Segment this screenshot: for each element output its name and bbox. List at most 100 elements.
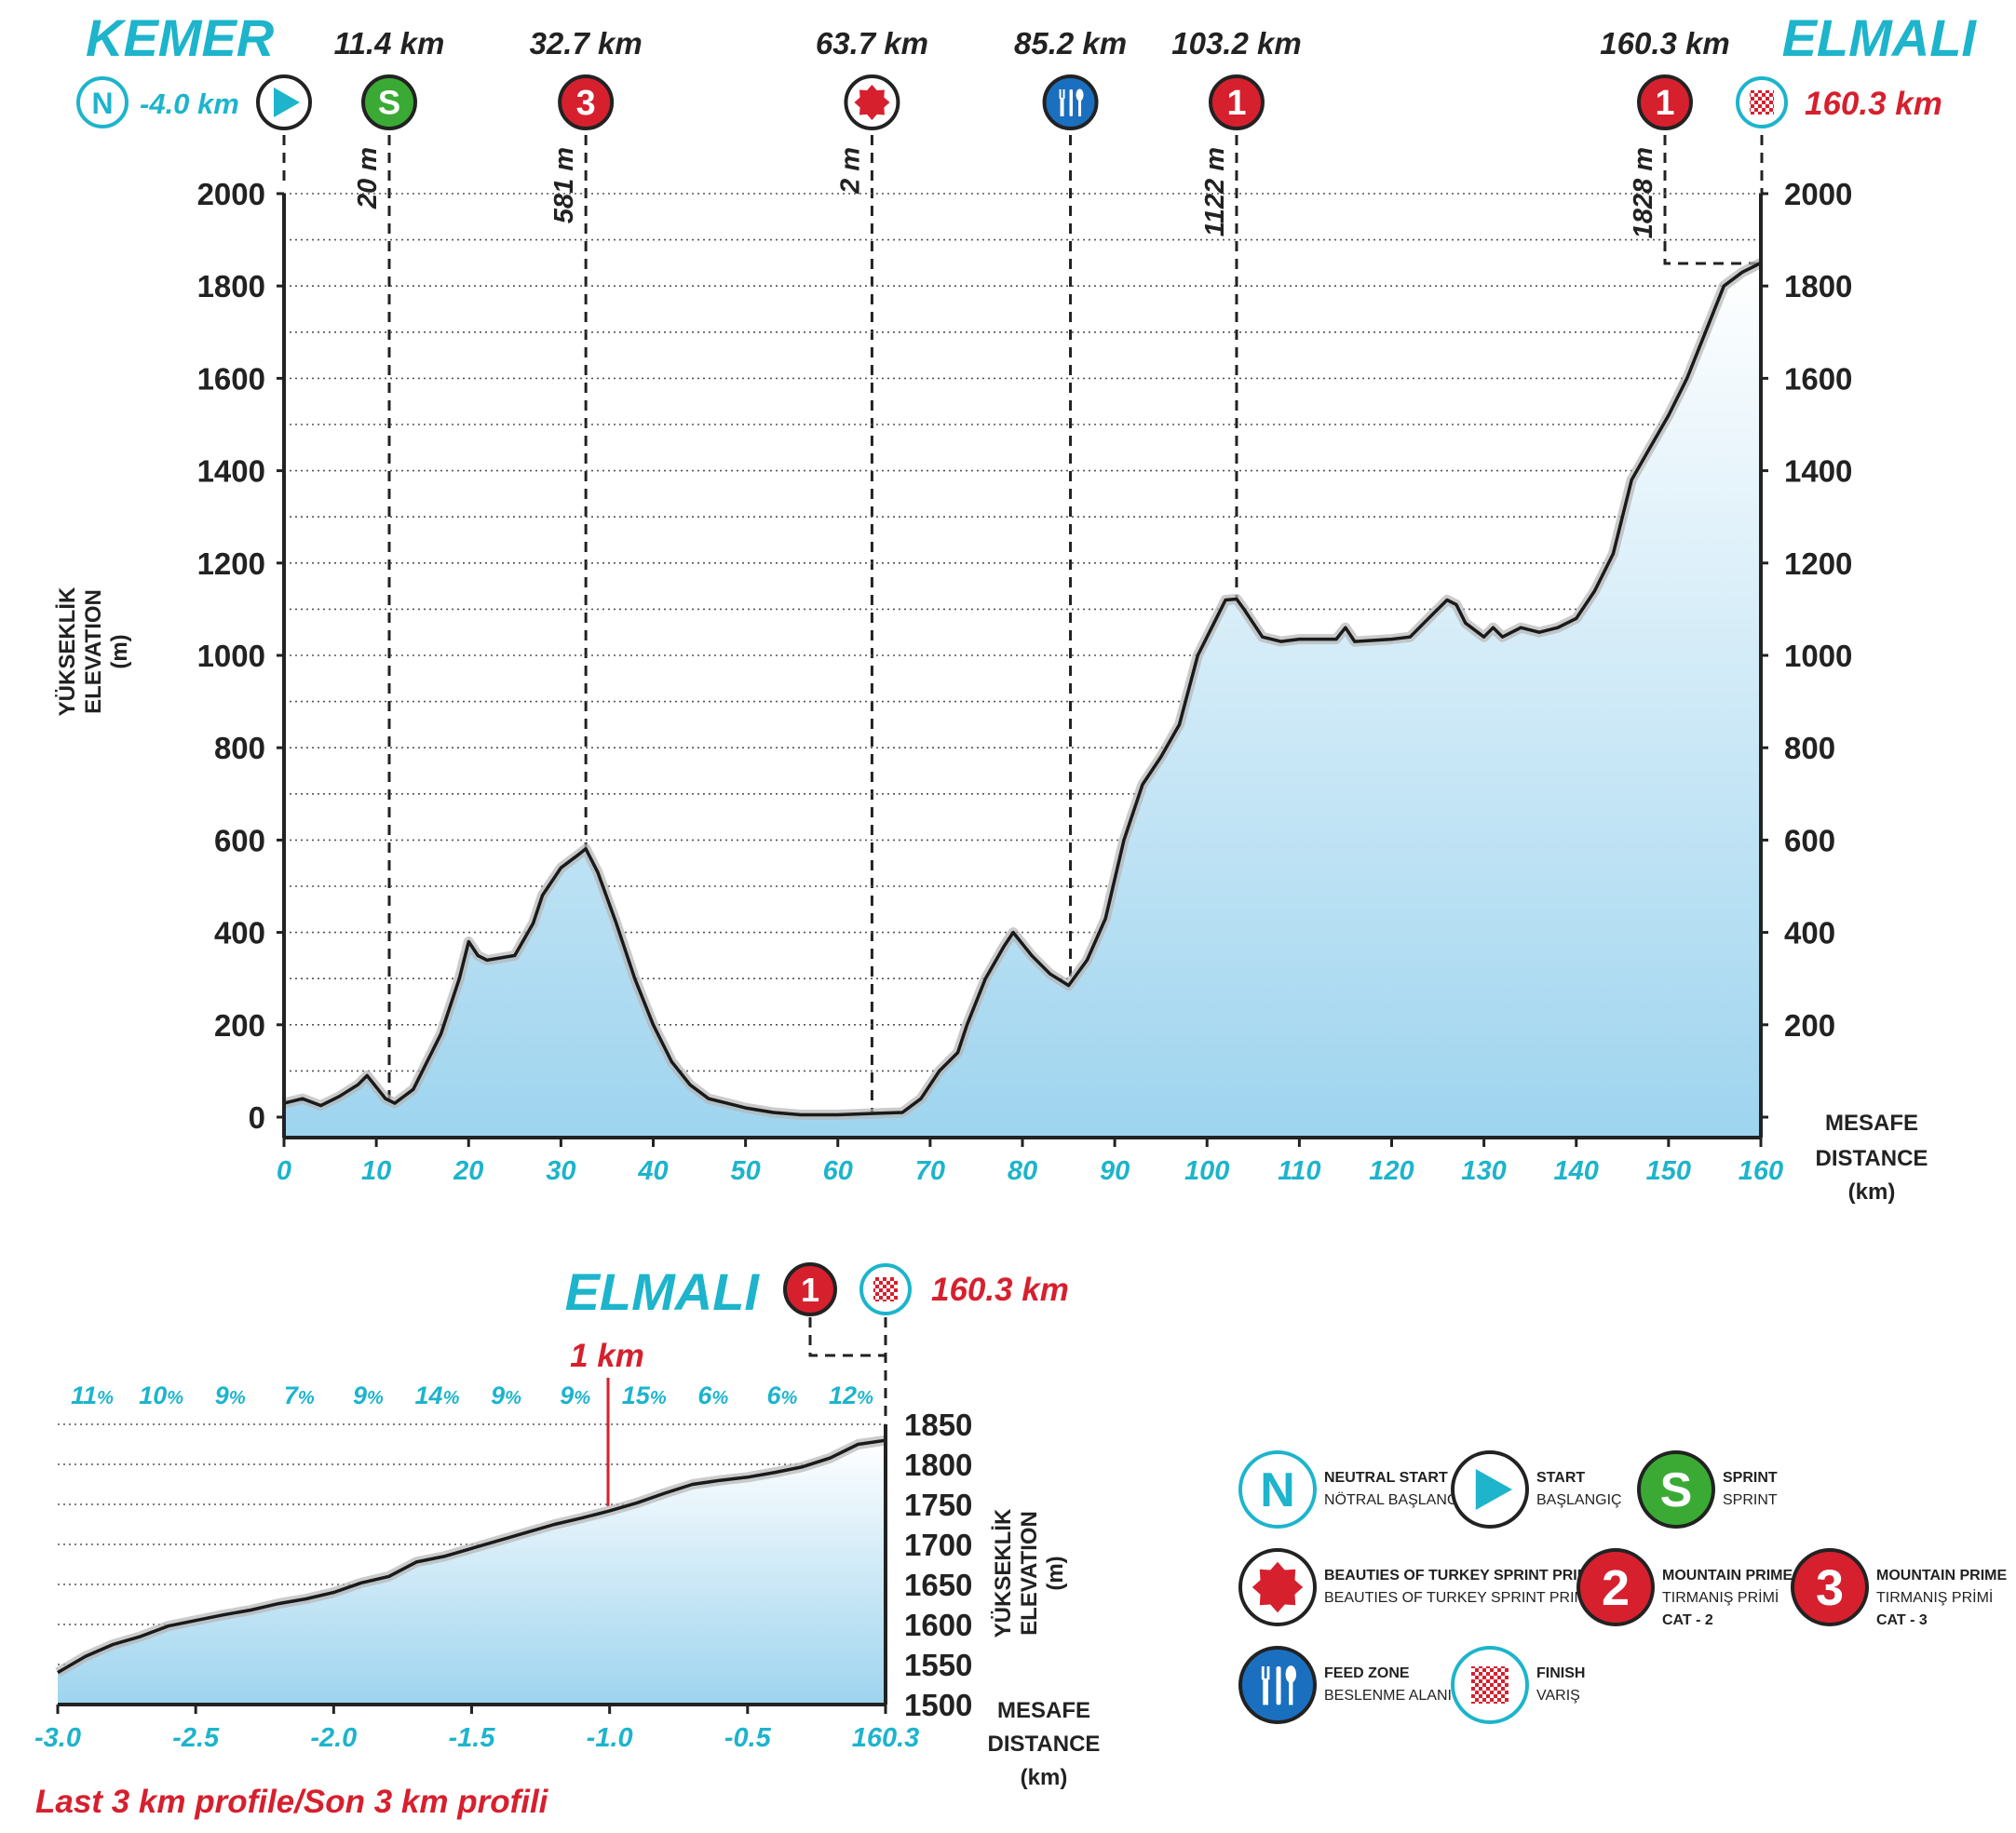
- x-tick-label: 50: [730, 1156, 760, 1186]
- svg-text:1: 1: [1226, 84, 1246, 123]
- point-km-label: 85.2 km: [1014, 26, 1127, 61]
- neutral-start-icon: N: [76, 76, 129, 128]
- legend-subtitle: SPRINT: [1723, 1492, 1778, 1508]
- gradient-pct-label: 9%: [215, 1381, 246, 1409]
- legend-category: CAT - 2: [1662, 1612, 1713, 1628]
- svg-text:3: 3: [576, 84, 596, 123]
- svg-text:DISTANCE: DISTANCE: [1816, 1146, 1928, 1171]
- y-tick-label-left: 200: [214, 1008, 265, 1043]
- last3-y-tick-label: 1700: [904, 1528, 972, 1562]
- legend-title: MOUNTAIN PRIME: [1662, 1568, 1793, 1584]
- last3-x-axis-title: MESAFE DISTANCE (km): [988, 1698, 1101, 1790]
- last3-y-tick-label: 1500: [904, 1688, 972, 1722]
- svg-text:MESAFE: MESAFE: [997, 1698, 1090, 1723]
- feed-zone-icon: [1238, 1646, 1317, 1724]
- y-tick-label-right: 400: [1784, 916, 1835, 950]
- svg-text:3: 3: [1816, 1560, 1844, 1616]
- last3-y-tick-label: 1650: [904, 1568, 972, 1602]
- point-km-label: 103.2 km: [1171, 26, 1301, 61]
- gradient-pct-label: 6%: [766, 1381, 797, 1409]
- last3-y-tick-label: 1850: [904, 1408, 972, 1442]
- svg-text:N: N: [1260, 1463, 1295, 1517]
- last3-finish-km-label: 160.3 km: [931, 1272, 1069, 1308]
- x-axis-title: MESAFE DISTANCE (km): [1816, 1111, 1928, 1205]
- start-city-label: KEMER: [86, 8, 275, 67]
- legend-subtitle: BESLENME ALANI: [1324, 1688, 1452, 1704]
- x-tick-label: 160: [1739, 1156, 1783, 1186]
- svg-text:S: S: [378, 84, 400, 122]
- last3-x-tick-label: -2.5: [172, 1723, 220, 1753]
- svg-text:(m): (m): [107, 634, 132, 668]
- gradient-pct-label: 9%: [353, 1381, 384, 1409]
- y-tick-label-left: 600: [214, 823, 265, 857]
- svg-text:(km): (km): [1848, 1179, 1896, 1205]
- gradient-pct-label: 11%: [71, 1381, 114, 1409]
- legend-category: CAT - 3: [1876, 1612, 1928, 1628]
- last3-elevation-line: [57, 1438, 886, 1675]
- svg-text:YÜKSEKLİK: YÜKSEKLİK: [55, 586, 80, 716]
- gradient-pct-label: 7%: [284, 1381, 315, 1409]
- last3-y-tick-label: 1800: [904, 1448, 972, 1482]
- last3-elevation-area: [58, 1440, 886, 1705]
- svg-text:DISTANCE: DISTANCE: [988, 1732, 1101, 1757]
- x-tick-label: 140: [1554, 1156, 1599, 1186]
- point-altitude-label: 20 m: [353, 147, 383, 209]
- finish-icon: [1451, 1646, 1529, 1724]
- neutral-km-label: -4.0 km: [140, 88, 239, 120]
- y-tick-label-left: 1000: [197, 639, 265, 673]
- legend-title: START: [1536, 1470, 1585, 1486]
- y-tick-label-right: 200: [1784, 1008, 1835, 1043]
- last3-y-tick-label: 1600: [904, 1608, 972, 1642]
- last3-x-tick-label: -0.5: [724, 1723, 772, 1753]
- point-altitude-label: 581 m: [549, 147, 579, 223]
- last3-y-tick-label: 1750: [904, 1488, 972, 1522]
- svg-text:1: 1: [1655, 84, 1674, 123]
- y-tick-label-right: 600: [1784, 823, 1835, 857]
- sprint-icon: S: [361, 74, 418, 130]
- svg-text:N: N: [91, 87, 113, 120]
- gradient-pct-label: 12%: [829, 1381, 873, 1409]
- sprint-icon: S: [1637, 1450, 1715, 1529]
- gradient-pct-label: 14%: [415, 1381, 460, 1409]
- mountain-cat3-icon: 3: [1791, 1548, 1869, 1626]
- neutral-start-icon: N: [1238, 1450, 1317, 1529]
- point-altitude-label: 2 m: [835, 147, 865, 195]
- y-tick-label-right: 1600: [1784, 361, 1852, 396]
- legend-subtitle: VARIŞ: [1536, 1688, 1580, 1704]
- elevation-line: [283, 261, 1762, 1117]
- start-icon: [256, 74, 312, 130]
- finish-icon: [1736, 76, 1788, 128]
- gradient-pct-label: 6%: [697, 1381, 728, 1409]
- last3-x-tick-label: -1.0: [587, 1723, 633, 1753]
- legend-subtitle: TIRMANIŞ PRİMİ: [1876, 1588, 1993, 1606]
- point-km-label: 11.4 km: [334, 26, 445, 61]
- finish-icon: [859, 1263, 912, 1315]
- y-tick-label-left: 1400: [197, 454, 265, 489]
- legend-title: FEED ZONE: [1324, 1665, 1410, 1681]
- y-axis-title: YÜKSEKLİK ELEVATION (m): [55, 586, 132, 716]
- gradient-pct-label: 9%: [491, 1381, 521, 1409]
- y-tick-label-left: 0: [249, 1100, 265, 1135]
- svg-text:MESAFE: MESAFE: [1825, 1111, 1918, 1136]
- point-km-label: 63.7 km: [816, 26, 928, 61]
- y-tick-label-right: 1800: [1784, 269, 1852, 303]
- y-tick-label-left: 2000: [197, 177, 265, 211]
- svg-text:ELEVATION: ELEVATION: [1017, 1511, 1042, 1636]
- legend-subtitle: TIRMANIŞ PRİMİ: [1662, 1588, 1779, 1606]
- x-tick-label: 20: [453, 1156, 483, 1186]
- x-tick-label: 0: [277, 1156, 291, 1186]
- legend-title: NEUTRAL START: [1324, 1470, 1448, 1486]
- one-km-label: 1 km: [570, 1338, 644, 1374]
- x-tick-label: 60: [823, 1156, 853, 1186]
- svg-text:2: 2: [1602, 1560, 1630, 1616]
- legend-subtitle: NÖTRAL BAŞLANGIÇ: [1324, 1491, 1473, 1508]
- legend-subtitle: BEAUTIES OF TURKEY SPRINT PRIMI: [1324, 1590, 1590, 1606]
- svg-text:(km): (km): [1021, 1765, 1068, 1790]
- gradient-pct-label: 10%: [139, 1381, 183, 1409]
- mountain-cat1-icon: 1: [1208, 74, 1265, 130]
- beauties-sprint-icon: [844, 74, 900, 130]
- point-km-label: 160.3 km: [1600, 26, 1729, 61]
- point-altitude-label: 1122 m: [1200, 147, 1230, 236]
- finish-mountain-leader: [1663, 135, 1761, 265]
- x-tick-label: 90: [1100, 1156, 1130, 1186]
